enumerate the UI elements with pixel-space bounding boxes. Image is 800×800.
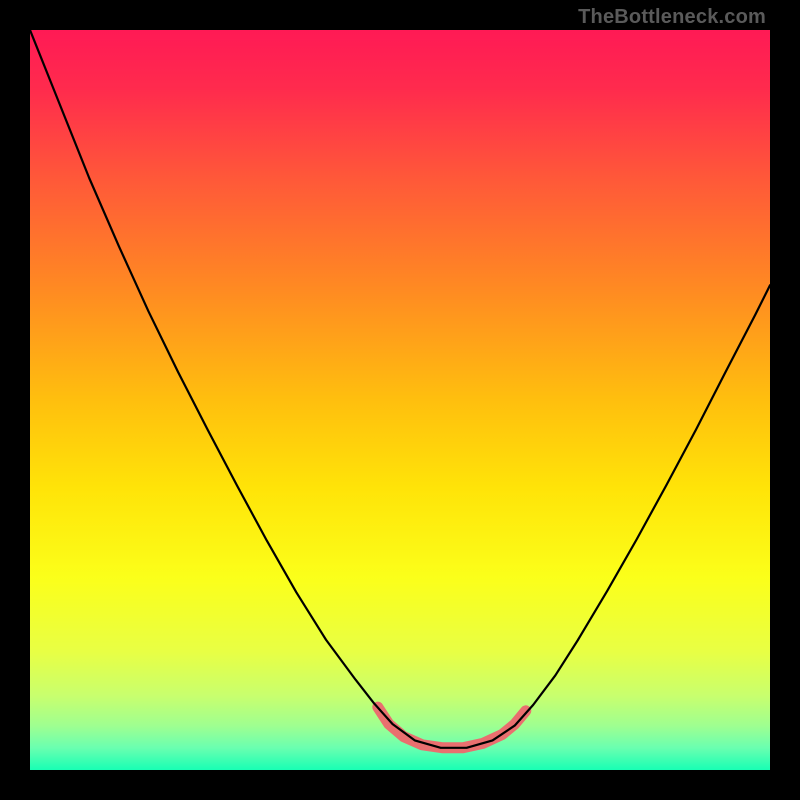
main-curve bbox=[30, 30, 770, 748]
watermark-text: TheBottleneck.com bbox=[578, 6, 766, 29]
trough-highlight bbox=[378, 707, 526, 748]
curve-layer bbox=[30, 30, 770, 770]
chart-container: { "watermark": { "text": "TheBottleneck.… bbox=[0, 0, 800, 800]
plot-area bbox=[30, 30, 770, 770]
